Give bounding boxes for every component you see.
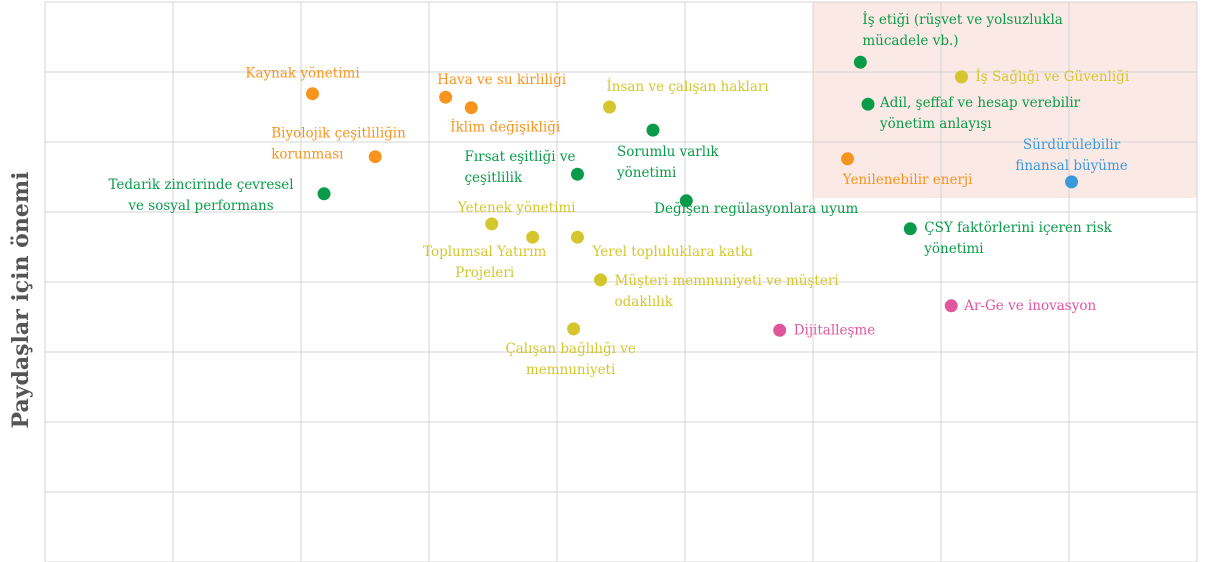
point bbox=[954, 70, 968, 84]
point-label: Biyolojik çeşitliliğin korunması bbox=[271, 125, 406, 162]
point bbox=[903, 222, 917, 236]
point-label: Değişen regülasyonlara uyum bbox=[654, 200, 858, 216]
label-line: İş Sağlığı ve Güvenliği bbox=[975, 67, 1129, 84]
point bbox=[1065, 175, 1079, 189]
point-label: Dijitalleşme bbox=[794, 322, 875, 338]
highlight-region bbox=[813, 2, 1197, 198]
label-line: çeşitlilik bbox=[464, 170, 522, 186]
point-label: İklim değişikliği bbox=[450, 118, 561, 135]
label-line: Projeleri bbox=[455, 265, 515, 281]
point-label: Yetenek yönetimi bbox=[457, 199, 576, 215]
label-line: Ar-Ge ve inovasyon bbox=[963, 297, 1096, 313]
label-line: finansal büyüme bbox=[1015, 157, 1127, 173]
point bbox=[646, 123, 660, 137]
label-line: Hava ve su kirliliği bbox=[437, 72, 566, 88]
point bbox=[567, 322, 581, 336]
label-line: Çalışan bağlılığı ve bbox=[505, 340, 635, 356]
point bbox=[602, 100, 616, 114]
label-line: Biyolojik çeşitliliğin bbox=[271, 125, 406, 141]
label-line: Müşteri memnuniyeti ve müşteri bbox=[615, 272, 840, 288]
point-label: Ar-Ge ve inovasyon bbox=[963, 297, 1096, 313]
point bbox=[526, 230, 540, 244]
label-line: İş etiği (rüşvet ve yolsuzlukla bbox=[862, 11, 1062, 28]
point bbox=[853, 55, 867, 69]
point bbox=[485, 217, 499, 231]
point bbox=[861, 97, 875, 111]
label-line: yönetim anlayışı bbox=[879, 116, 992, 132]
label-line: Yetenek yönetimi bbox=[457, 199, 576, 215]
point bbox=[439, 90, 453, 104]
label-line: mücadele vb.) bbox=[862, 33, 958, 49]
point bbox=[841, 152, 855, 166]
point-label: Çalışan bağlılığı ve memnuniyeti bbox=[505, 340, 635, 377]
label-line: yönetimi bbox=[923, 240, 984, 256]
label-line: ve sosyal performans bbox=[127, 197, 273, 213]
label-line: Yerel topluluklara katkı bbox=[591, 244, 753, 260]
point-label: Fırsat eşitliği ve çeşitlilik bbox=[464, 149, 575, 186]
label-line: Adil, şeffaf ve hesap verebilir bbox=[879, 95, 1081, 111]
point bbox=[306, 87, 320, 101]
label-line: Toplumsal Yatırım bbox=[423, 244, 547, 260]
point-label: İnsan ve çalışan hakları bbox=[606, 78, 769, 95]
label-line: Yenilenebilir enerji bbox=[842, 171, 973, 187]
point bbox=[679, 194, 693, 208]
label-line: Tedarik zincirinde çevresel bbox=[108, 176, 293, 192]
label-line: yönetimi bbox=[616, 165, 677, 181]
point-label: İş Sağlığı ve Güvenliği bbox=[975, 67, 1129, 84]
label-line: korunması bbox=[271, 146, 344, 162]
y-axis-label: Paydaşlar için önemi bbox=[8, 172, 34, 429]
point-label: İş etiği (rüşvet ve yolsuzlukla mücadele … bbox=[862, 11, 1062, 49]
label-line: Dijitalleşme bbox=[794, 322, 875, 338]
point-label: ÇSY faktörlerini içeren risk yönetimi bbox=[923, 219, 1112, 256]
point bbox=[944, 299, 958, 313]
label-line: memnuniyeti bbox=[526, 361, 616, 377]
label-line: Değişen regülasyonlara uyum bbox=[654, 200, 858, 216]
label-line: İklim değişikliği bbox=[450, 118, 561, 135]
point bbox=[570, 230, 584, 244]
point-label: Kaynak yönetimi bbox=[245, 65, 360, 81]
point-label: Sorumlu varlık yönetimi bbox=[616, 144, 719, 181]
label-line: Sorumlu varlık bbox=[617, 144, 719, 160]
label-line: Sürdürülebilir bbox=[1023, 136, 1121, 152]
point-label: Yerel topluluklara katkı bbox=[591, 244, 753, 260]
label-line: odaklılık bbox=[615, 293, 674, 309]
point bbox=[773, 323, 787, 337]
point-label: Hava ve su kirliliği bbox=[437, 72, 566, 88]
point bbox=[317, 187, 331, 201]
label-line: İnsan ve çalışan hakları bbox=[606, 78, 769, 95]
point bbox=[570, 167, 584, 181]
label-line: Kaynak yönetimi bbox=[245, 65, 360, 81]
point bbox=[368, 150, 382, 164]
point-label: Adil, şeffaf ve hesap verebilir yönetim a… bbox=[879, 95, 1081, 132]
point bbox=[464, 101, 478, 115]
point-label: Tedarik zincirinde çevresel ve sosyal per… bbox=[108, 176, 293, 213]
label-line: Fırsat eşitliği ve bbox=[464, 149, 575, 165]
point-label: Sürdürülebilir finansal büyüme bbox=[1015, 136, 1127, 173]
point-label: Müşteri memnuniyeti ve müşteri odaklılık bbox=[615, 272, 840, 309]
point-label: Yenilenebilir enerji bbox=[842, 171, 973, 187]
point bbox=[594, 273, 608, 287]
label-line: ÇSY faktörlerini içeren risk bbox=[924, 219, 1112, 235]
point-label: Toplumsal Yatırım Projeleri bbox=[423, 244, 547, 281]
